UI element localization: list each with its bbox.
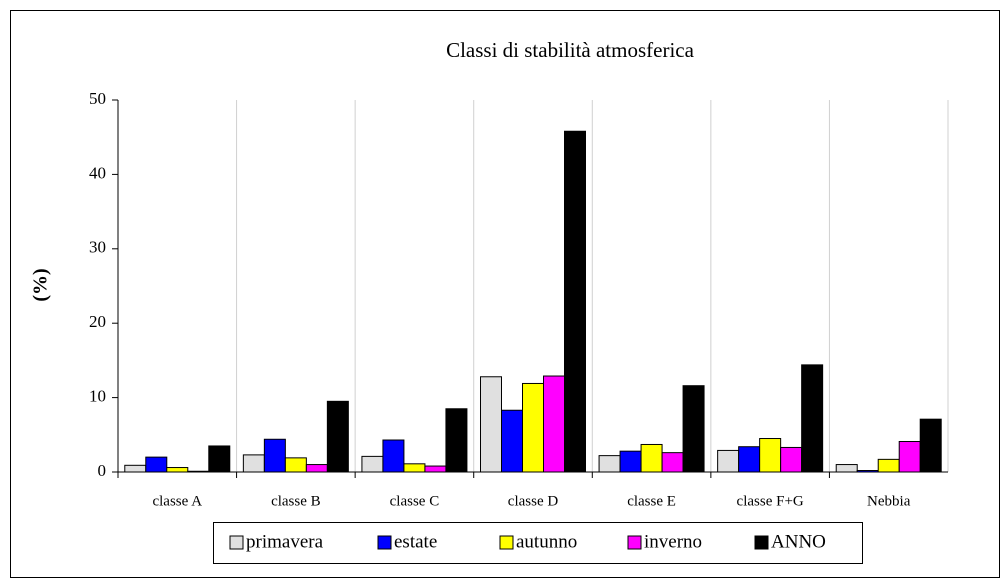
chart-frame bbox=[10, 10, 1000, 578]
bar bbox=[284, 457, 307, 473]
y-tick-label: 40 bbox=[89, 163, 106, 182]
bar bbox=[835, 464, 858, 473]
bar bbox=[403, 463, 426, 473]
bar bbox=[124, 464, 147, 473]
bar bbox=[801, 364, 824, 473]
legend-swatch bbox=[229, 535, 244, 550]
legend-label: primavera bbox=[246, 531, 324, 552]
bar bbox=[326, 400, 349, 473]
y-tick-label: 10 bbox=[89, 387, 106, 406]
bar bbox=[877, 458, 900, 473]
y-axis-label: (%) bbox=[30, 268, 52, 301]
y-tick-label: 50 bbox=[89, 89, 106, 108]
bar bbox=[661, 452, 684, 473]
bar bbox=[856, 470, 879, 473]
y-tick-label: 0 bbox=[98, 461, 107, 480]
x-tick-label: classe C bbox=[390, 493, 440, 509]
x-tick-label: classe A bbox=[152, 493, 202, 509]
legend-box bbox=[213, 522, 863, 564]
bar bbox=[145, 456, 168, 473]
bar bbox=[759, 438, 782, 473]
bar bbox=[424, 465, 447, 473]
bar bbox=[640, 443, 663, 473]
bar bbox=[480, 376, 502, 473]
legend-swatch bbox=[754, 535, 769, 550]
x-tick-label: classe B bbox=[271, 493, 321, 509]
legend-label: inverno bbox=[644, 531, 702, 552]
bar bbox=[208, 445, 231, 473]
bar bbox=[780, 446, 803, 473]
x-tick-label: classe F+G bbox=[737, 493, 804, 509]
bar bbox=[919, 418, 942, 473]
bar bbox=[717, 449, 740, 473]
legend-swatch bbox=[499, 535, 514, 550]
bar bbox=[382, 439, 405, 473]
bar bbox=[187, 470, 210, 473]
bar bbox=[501, 409, 523, 473]
bar bbox=[619, 450, 642, 473]
y-tick-label: 30 bbox=[89, 238, 106, 257]
bar bbox=[543, 375, 565, 473]
bar bbox=[445, 408, 468, 473]
bar bbox=[598, 455, 621, 473]
legend-label: estate bbox=[394, 531, 437, 552]
x-tick-label: classe D bbox=[508, 493, 559, 509]
bar bbox=[242, 454, 265, 473]
bar bbox=[263, 438, 286, 473]
bar bbox=[682, 385, 705, 473]
legend-label: ANNO bbox=[771, 531, 826, 552]
legend-swatch bbox=[627, 535, 642, 550]
bar bbox=[522, 382, 544, 473]
legend-label: autunno bbox=[516, 531, 577, 552]
x-tick-label: Nebbia bbox=[867, 493, 911, 509]
legend-swatch bbox=[377, 535, 392, 550]
y-tick-label: 20 bbox=[89, 312, 106, 331]
bar bbox=[564, 130, 586, 473]
bar bbox=[738, 446, 761, 473]
bar bbox=[898, 440, 921, 473]
x-tick-label: classe E bbox=[627, 493, 676, 509]
chart-title: Classi di stabilità atmosferica bbox=[446, 38, 695, 62]
bar bbox=[305, 464, 328, 473]
bar bbox=[166, 467, 189, 473]
bar bbox=[361, 455, 384, 473]
